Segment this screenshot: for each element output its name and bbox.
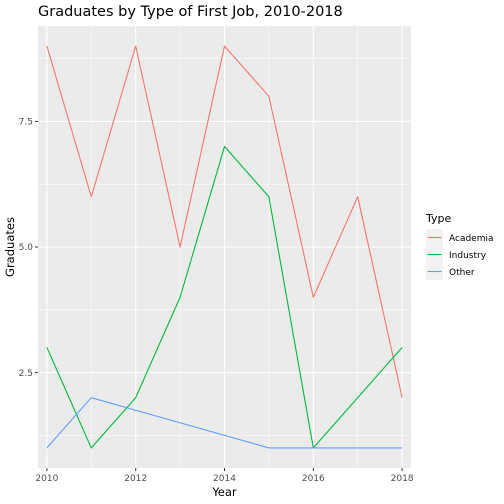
- x-tick-label: 2014: [213, 474, 236, 484]
- x-tick-label: 2010: [35, 474, 58, 484]
- y-tick-label: 5.0: [19, 243, 34, 253]
- major-gridlines: [38, 26, 411, 468]
- series-line-academia: [46, 45, 403, 398]
- y-axis-title: Graduates: [3, 217, 17, 277]
- y-tick-label: 2.5: [19, 369, 33, 379]
- x-axis-title: Year: [211, 485, 237, 499]
- y-tick-label: 7.5: [19, 118, 33, 128]
- legend-title: Type: [425, 212, 451, 225]
- x-axis-ticks: 2010 2012 2014 2016 2018: [35, 468, 414, 484]
- legend-items: Academia Industry Other: [426, 229, 494, 280]
- y-axis-ticks: 2.5 5.0 7.5: [19, 118, 38, 379]
- legend-label-academia: Academia: [449, 234, 494, 244]
- x-tick-label: 2018: [391, 474, 414, 484]
- series-lines: [46, 45, 403, 449]
- legend-label-other: Other: [449, 268, 475, 278]
- series-line-industry: [46, 146, 403, 449]
- x-tick-label: 2012: [124, 474, 147, 484]
- chart-title: Graduates by Type of First Job, 2010-201…: [38, 4, 343, 20]
- x-tick-label: 2016: [302, 474, 325, 484]
- legend: Type Academia Industry Other: [425, 212, 494, 280]
- series-line-other: [46, 397, 403, 449]
- legend-label-industry: Industry: [449, 251, 487, 261]
